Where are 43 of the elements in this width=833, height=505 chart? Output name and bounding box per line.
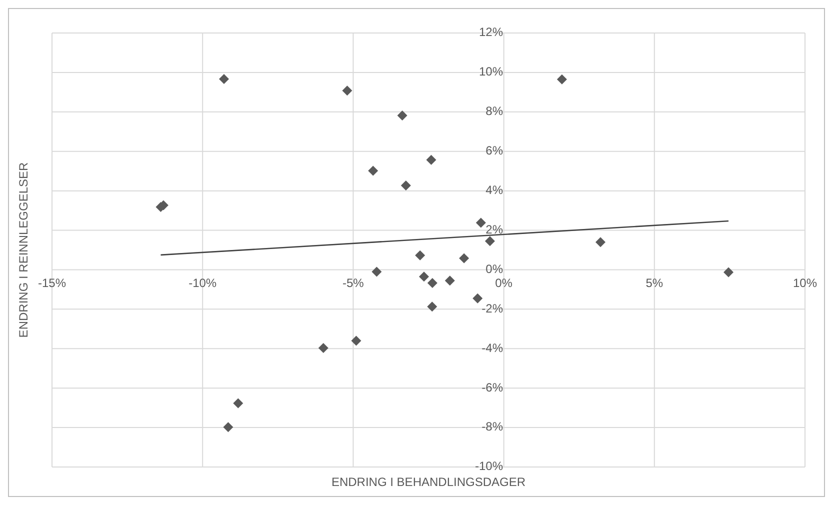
point xyxy=(372,266,382,277)
y-tick-label: 2% xyxy=(486,222,504,236)
y-tick-label: 0% xyxy=(486,262,504,276)
point xyxy=(400,180,411,190)
y-tick-label: 4% xyxy=(486,182,504,197)
x-tick-label: 5% xyxy=(646,276,664,290)
y-tick-label: -10% xyxy=(474,459,504,474)
y-tick-label: 12% xyxy=(478,25,504,40)
y-tick-label: -6% xyxy=(482,380,504,394)
point xyxy=(415,250,426,260)
point xyxy=(723,267,734,278)
point xyxy=(556,74,567,84)
x-tick-label: -5% xyxy=(342,276,364,290)
point xyxy=(223,422,234,432)
point xyxy=(476,218,486,228)
y-axis-title: ENDRING I REINNLEGGELSER xyxy=(16,162,30,338)
point xyxy=(472,293,483,304)
y-tick-label: -4% xyxy=(482,340,504,355)
y-tick-label: 10% xyxy=(478,64,504,79)
point xyxy=(233,398,244,408)
point xyxy=(351,336,362,346)
point xyxy=(444,276,455,286)
point xyxy=(218,74,229,84)
point xyxy=(397,110,408,120)
point xyxy=(459,253,470,264)
point xyxy=(484,236,495,246)
x-axis-title: ENDRING I BEHANDLINGSDAGER xyxy=(331,475,526,489)
point xyxy=(368,166,378,176)
point xyxy=(426,154,436,165)
point xyxy=(318,343,328,354)
point xyxy=(418,272,429,282)
x-tick-label: 0% xyxy=(495,276,513,290)
point xyxy=(427,278,438,288)
point xyxy=(342,86,352,96)
y-tick-label: -2% xyxy=(482,301,504,316)
y-tick-label: 8% xyxy=(486,104,504,118)
x-tick-label: 10% xyxy=(792,276,818,290)
point xyxy=(595,237,606,248)
point xyxy=(427,302,438,312)
x-tick-label: -15% xyxy=(38,276,66,290)
y-tick-label: -8% xyxy=(482,420,504,434)
y-tick-label: 6% xyxy=(486,144,504,158)
x-tick-label: -10% xyxy=(188,276,217,290)
